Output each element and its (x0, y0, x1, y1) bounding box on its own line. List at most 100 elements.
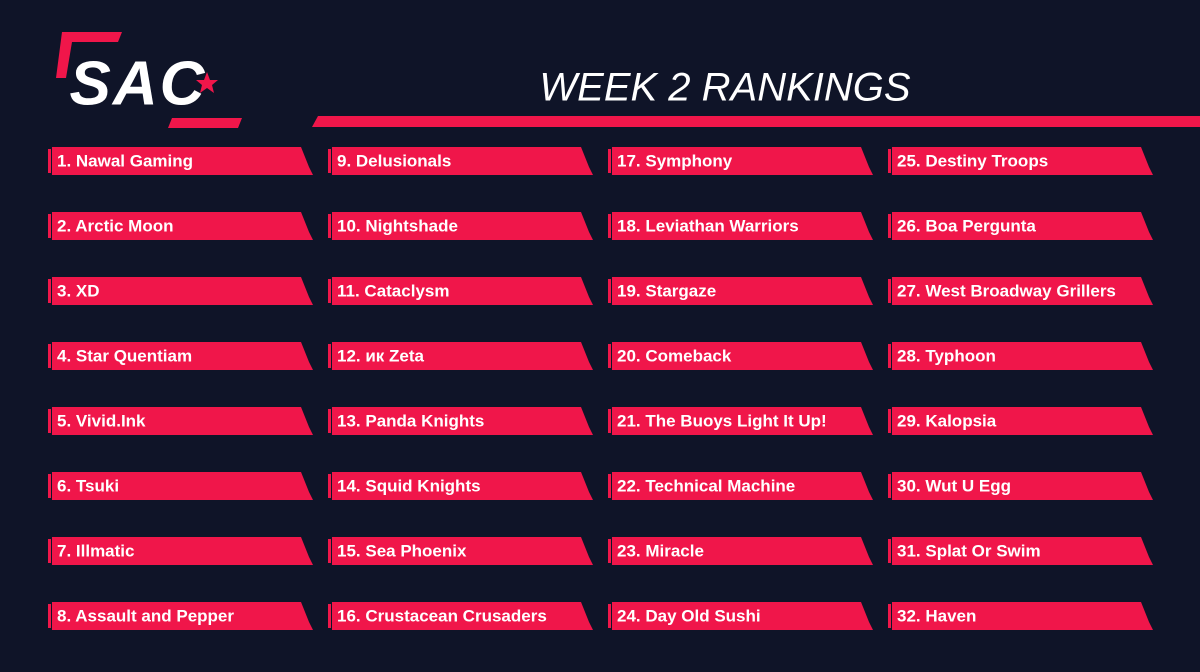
row-bar (52, 472, 313, 500)
ranking-row: 1. Nawal Gaming (48, 147, 313, 175)
row-bar (612, 602, 873, 630)
row-tab (608, 149, 611, 173)
row-bar (52, 277, 313, 305)
row-bar (332, 277, 593, 305)
ranking-row: 18. Leviathan Warriors (608, 212, 873, 240)
ranking-row: 3. XD (48, 277, 313, 305)
team-name: 12. ик Zeta (337, 346, 425, 365)
row-tab (888, 604, 891, 628)
team-name: 1. Nawal Gaming (57, 151, 193, 170)
ranking-row: 16. Crustacean Crusaders (328, 602, 593, 630)
row-tab (888, 474, 891, 498)
row-bar (52, 212, 313, 240)
row-tab (608, 344, 611, 368)
row-tab (328, 279, 331, 303)
row-bar (52, 407, 313, 435)
ranking-row: 11. Cataclysm (328, 277, 593, 305)
team-name: 31. Splat Or Swim (897, 541, 1041, 560)
title: WEEK 2 RANKINGS (539, 66, 911, 110)
ranking-row: 13. Panda Knights (328, 407, 593, 435)
row-bar (892, 342, 1153, 370)
team-name: 7. Illmatic (57, 541, 134, 560)
team-name: 18. Leviathan Warriors (617, 216, 799, 235)
row-tab (888, 539, 891, 563)
ranking-row: 21. The Buoys Light It Up! (608, 407, 873, 435)
row-bar (612, 537, 873, 565)
ranking-row: 24. Day Old Sushi (608, 602, 873, 630)
row-bar (892, 537, 1153, 565)
team-name: 25. Destiny Troops (897, 151, 1048, 170)
team-name: 26. Boa Pergunta (897, 216, 1036, 235)
team-name: 29. Kalopsia (897, 411, 997, 430)
team-name: 17. Symphony (617, 151, 733, 170)
row-tab (608, 279, 611, 303)
logo-star (196, 72, 218, 93)
row-tab (48, 344, 51, 368)
row-tab (328, 149, 331, 173)
row-bar (52, 537, 313, 565)
row-tab (328, 344, 331, 368)
row-bar (892, 472, 1153, 500)
ranking-row: 29. Kalopsia (888, 407, 1153, 435)
row-bar (612, 212, 873, 240)
row-tab (608, 539, 611, 563)
header-rule (312, 116, 1200, 127)
row-tab (48, 539, 51, 563)
logo: SAC (56, 32, 242, 128)
ranking-row: 2. Arctic Moon (48, 212, 313, 240)
ranking-row: 8. Assault and Pepper (48, 602, 313, 630)
row-bar (612, 342, 873, 370)
row-bar (332, 537, 593, 565)
row-tab (608, 214, 611, 238)
row-tab (608, 604, 611, 628)
row-bar (892, 602, 1153, 630)
row-bar (332, 147, 593, 175)
row-tab (888, 149, 891, 173)
team-name: 16. Crustacean Crusaders (337, 606, 547, 625)
team-name: 6. Tsuki (57, 476, 119, 495)
ranking-row: 5. Vivid.Ink (48, 407, 313, 435)
ranking-row: 25. Destiny Troops (888, 147, 1153, 175)
ranking-row: 32. Haven (888, 602, 1153, 630)
row-bar (332, 407, 593, 435)
row-bar (612, 472, 873, 500)
team-name: 23. Miracle (617, 541, 704, 560)
team-name: 9. Delusionals (337, 151, 451, 170)
team-name: 30. Wut U Egg (897, 476, 1011, 495)
ranking-row: 6. Tsuki (48, 472, 313, 500)
row-tab (608, 474, 611, 498)
row-bar (332, 602, 593, 630)
team-name: 11. Cataclysm (337, 281, 449, 300)
row-tab (48, 409, 51, 433)
row-bar (52, 147, 313, 175)
ranking-row: 12. ик Zeta (328, 342, 593, 370)
row-tab (328, 604, 331, 628)
ranking-row: 9. Delusionals (328, 147, 593, 175)
ranking-row: 17. Symphony (608, 147, 873, 175)
row-bar (892, 277, 1153, 305)
ranking-row: 27. West Broadway Grillers (888, 277, 1153, 305)
row-tab (48, 604, 51, 628)
team-name: 32. Haven (897, 606, 976, 625)
team-name: 27. West Broadway Grillers (897, 281, 1116, 300)
row-bar (612, 147, 873, 175)
rankings-list: 1. Nawal Gaming 2. Arctic Moon 3. XD 4. Sta… (48, 147, 1153, 630)
team-name: 21. The Buoys Light It Up! (617, 411, 827, 430)
row-tab (888, 279, 891, 303)
ranking-row: 30. Wut U Egg (888, 472, 1153, 500)
row-bar (332, 342, 593, 370)
row-bar (892, 407, 1153, 435)
ranking-row: 20. Comeback (608, 342, 873, 370)
row-bar (892, 212, 1153, 240)
team-name: 10. Nightshade (337, 216, 458, 235)
row-tab (888, 214, 891, 238)
row-tab (608, 409, 611, 433)
team-name: 3. XD (57, 281, 100, 300)
ranking-row: 4. Star Quentiam (48, 342, 313, 370)
team-name: 24. Day Old Sushi (617, 606, 761, 625)
team-name: 14. Squid Knights (337, 476, 481, 495)
row-tab (48, 279, 51, 303)
ranking-row: 31. Splat Or Swim (888, 537, 1153, 565)
